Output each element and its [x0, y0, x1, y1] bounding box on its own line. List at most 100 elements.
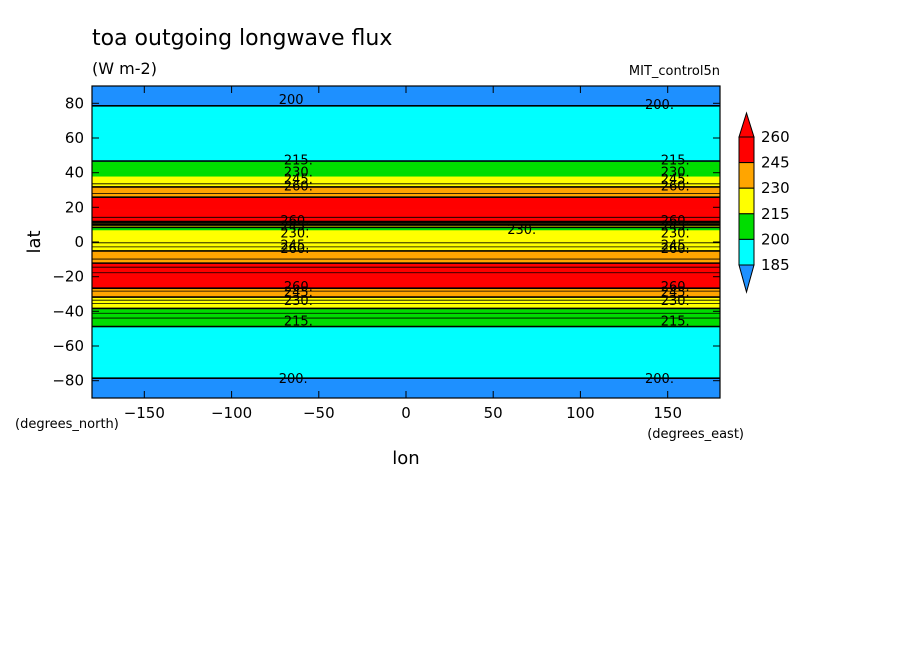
contour-band — [92, 137, 720, 139]
contour-band — [92, 372, 720, 374]
contour-band — [92, 203, 720, 206]
contour-band — [92, 167, 720, 169]
contour-band — [92, 352, 720, 355]
contour-band — [92, 300, 720, 302]
contour-band — [92, 244, 720, 246]
contour-band — [92, 235, 720, 237]
contour-band — [92, 320, 720, 322]
contour-band — [92, 180, 720, 182]
contour-band — [92, 115, 720, 117]
contour-band — [92, 95, 720, 97]
contour-band — [92, 162, 720, 164]
contour-band — [92, 211, 720, 213]
contour-band — [92, 333, 720, 336]
contour-bands — [92, 86, 720, 399]
contour-band — [92, 234, 720, 236]
colorbar-segment — [738, 136, 755, 164]
contour-band — [92, 177, 720, 180]
contour-label: 260. — [284, 180, 313, 195]
contour-band — [92, 305, 720, 307]
contour-label: 230. — [284, 166, 313, 181]
contour-label: 260. — [661, 280, 690, 295]
contour-band — [92, 133, 720, 135]
chart-title: toa outgoing longwave flux — [92, 26, 392, 51]
contour-band — [92, 198, 720, 200]
contour-label: 245. — [661, 173, 690, 188]
y-tick-label: 40 — [65, 164, 84, 182]
contour-band — [92, 373, 720, 375]
contour-band — [92, 332, 720, 334]
contour-band — [92, 359, 720, 361]
x-tick-label: −150 — [124, 404, 165, 422]
y-tick-label: −40 — [52, 302, 84, 320]
contour-band — [92, 338, 720, 340]
y-tick-label: 60 — [65, 129, 84, 147]
contour-band — [92, 206, 720, 208]
contour-band — [92, 172, 720, 174]
contour-band — [92, 257, 720, 259]
contour-band — [92, 241, 720, 243]
contour-band — [92, 256, 720, 258]
contour-band — [92, 138, 720, 140]
contour-band — [92, 359, 720, 362]
contour-band — [92, 98, 720, 100]
contour-band — [92, 171, 720, 174]
contour-band — [92, 129, 720, 131]
contour-band — [92, 176, 720, 178]
contour-lines — [92, 105, 720, 379]
contour-band — [92, 179, 720, 181]
contour-band — [92, 151, 720, 153]
contour-band — [92, 348, 720, 350]
contour-band — [92, 353, 720, 356]
contour-band — [92, 114, 720, 116]
contour-band — [92, 124, 720, 126]
contour-band — [92, 277, 720, 279]
contour-band — [92, 294, 720, 297]
contour-band — [92, 125, 720, 128]
contour-band — [92, 352, 720, 354]
contour-band — [92, 248, 720, 251]
contour-band — [92, 357, 720, 359]
contour-band — [92, 288, 720, 291]
contour-band — [92, 285, 720, 287]
contour-band — [92, 259, 720, 261]
contour-band — [92, 307, 720, 309]
contour-band — [92, 336, 720, 338]
contour-band — [92, 107, 720, 109]
contour-band — [92, 251, 720, 253]
contour-band — [92, 126, 720, 128]
contour-band — [92, 240, 720, 242]
contour-band — [92, 141, 720, 143]
contour-band — [92, 300, 720, 303]
contour-band — [92, 376, 720, 378]
y-axis-label: lat — [24, 230, 45, 253]
contour-label: 245. — [661, 219, 690, 234]
contour-band — [92, 384, 720, 386]
contour-band — [92, 231, 720, 233]
contour-band — [92, 326, 720, 329]
contour-band — [92, 264, 720, 266]
contour-band — [92, 316, 720, 318]
contour-band — [92, 197, 720, 200]
contour-band — [92, 228, 720, 230]
contour-band — [92, 333, 720, 335]
contour-band — [92, 268, 720, 270]
contour-band — [92, 216, 720, 218]
contour-band — [92, 119, 720, 122]
colorbar-tick-label: 245 — [761, 154, 790, 172]
contour-band — [92, 147, 720, 149]
contour-band — [92, 355, 720, 357]
contour-band — [92, 381, 720, 383]
contour-band — [92, 235, 720, 238]
contour-band — [92, 190, 720, 193]
contour-label: 245. — [280, 239, 309, 254]
contour-band — [92, 345, 720, 347]
contour-band — [92, 372, 720, 375]
contour-band — [92, 365, 720, 368]
contour-band — [92, 203, 720, 205]
contour-band — [92, 335, 720, 337]
contour-band — [92, 164, 720, 166]
contour-band — [92, 243, 720, 245]
contour-band — [92, 113, 720, 115]
